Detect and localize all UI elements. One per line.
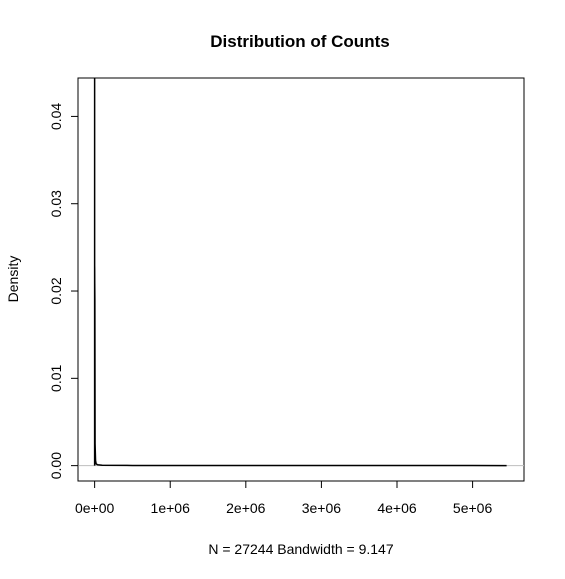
chart-title: Distribution of Counts bbox=[210, 32, 389, 51]
y-tick-label: 0.01 bbox=[48, 364, 64, 391]
y-axis: 0.00 0.01 0.02 0.03 0.04 bbox=[48, 103, 79, 479]
y-tick-label: 0.02 bbox=[48, 277, 64, 304]
plot-area bbox=[77, 77, 525, 482]
x-tick-label: 3e+06 bbox=[302, 500, 342, 516]
x-axis: 0e+00 1e+06 2e+06 3e+06 4e+06 5e+06 bbox=[75, 480, 493, 516]
y-tick-label: 0.00 bbox=[48, 452, 64, 479]
x-tick-label: 4e+06 bbox=[377, 500, 417, 516]
x-tick-label: 1e+06 bbox=[151, 500, 191, 516]
x-tick-label: 0e+00 bbox=[75, 500, 115, 516]
x-tick-label: 5e+06 bbox=[453, 500, 493, 516]
y-tick-label: 0.04 bbox=[48, 103, 64, 130]
density-curve bbox=[93, 78, 507, 467]
x-tick-label: 2e+06 bbox=[226, 500, 266, 516]
y-tick-label: 0.03 bbox=[48, 190, 64, 217]
plot-frame bbox=[77, 77, 525, 482]
y-axis-title: Density bbox=[5, 256, 21, 303]
x-axis-title: N = 27244 Bandwidth = 9.147 bbox=[208, 541, 393, 557]
